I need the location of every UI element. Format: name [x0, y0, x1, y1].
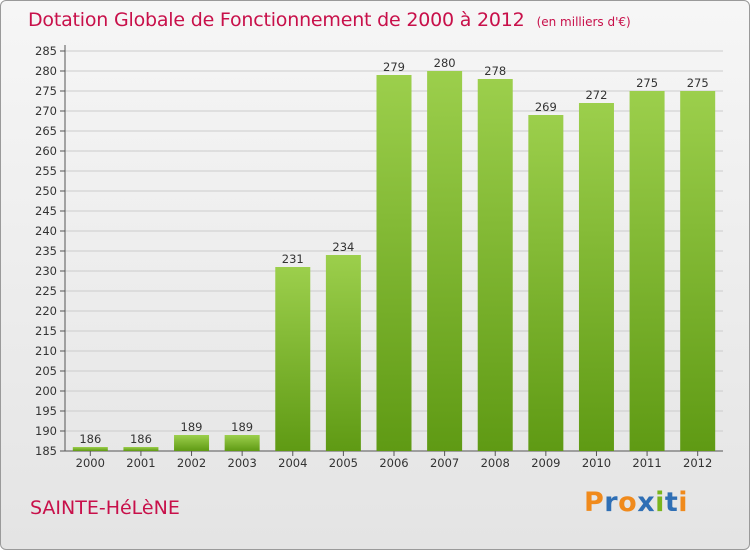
bar-2001 — [123, 447, 159, 451]
logo-letter: o — [618, 487, 638, 518]
y-tick-label: 245 — [35, 204, 57, 218]
x-tick-label: 2010 — [582, 456, 611, 470]
value-label: 272 — [585, 88, 607, 102]
bar-2010 — [578, 103, 614, 451]
bar-2005 — [325, 255, 361, 451]
y-tick-label: 190 — [35, 424, 57, 438]
y-tick-label: 235 — [35, 244, 57, 258]
y-tick-label: 205 — [35, 364, 57, 378]
value-label: 279 — [383, 60, 405, 74]
bar-2000 — [72, 447, 108, 451]
logo-letter: t — [664, 487, 679, 518]
y-tick-label: 250 — [35, 184, 57, 198]
y-tick-label: 185 — [35, 444, 57, 458]
bars — [72, 71, 716, 451]
y-tick-label: 200 — [35, 384, 57, 398]
logo-letter: r — [604, 487, 619, 518]
x-tick-label: 2008 — [481, 456, 510, 470]
y-tick-label: 285 — [35, 44, 57, 58]
value-label: 280 — [434, 56, 456, 70]
value-label: 269 — [535, 100, 557, 114]
y-tick-label: 225 — [35, 284, 57, 298]
value-label: 275 — [687, 76, 709, 90]
x-tick-label: 2004 — [278, 456, 307, 470]
bar-2002 — [174, 435, 210, 451]
x-tick-label: 2012 — [683, 456, 712, 470]
bar-2012 — [680, 91, 716, 451]
logo-letter: i — [655, 487, 665, 518]
bar-2009 — [528, 115, 564, 451]
x-tick-label: 2006 — [379, 456, 408, 470]
y-tick-label: 230 — [35, 264, 57, 278]
value-label: 186 — [130, 432, 152, 446]
y-tick-label: 240 — [35, 224, 57, 238]
value-label: 234 — [332, 240, 354, 254]
x-tick-label: 2005 — [329, 456, 358, 470]
y-tick-label: 265 — [35, 124, 57, 138]
value-label: 189 — [231, 420, 253, 434]
bar-2006 — [376, 75, 412, 451]
x-tick-label: 2009 — [531, 456, 560, 470]
chart-title: Dotation Globale de Fonctionnement de 20… — [28, 9, 525, 31]
y-tick-label: 210 — [35, 344, 57, 358]
bar-2004 — [275, 267, 311, 451]
commune-name: SAINTE-HéLèNE — [30, 497, 180, 519]
x-tick-label: 2000 — [76, 456, 105, 470]
value-label: 186 — [79, 432, 101, 446]
bar-2003 — [224, 435, 260, 451]
chart-title-row: Dotation Globale de Fonctionnement de 20… — [28, 9, 631, 31]
bar-2008 — [477, 79, 513, 451]
value-label: 189 — [181, 420, 203, 434]
axes: 185 190 195 200 205 210 215 220 225 230 235 240 245 2… — [35, 44, 723, 470]
bar-2007 — [427, 71, 463, 451]
logo-letter: P — [584, 487, 605, 518]
value-label: 275 — [636, 76, 658, 90]
y-tick-label: 270 — [35, 104, 57, 118]
y-tick-label: 195 — [35, 404, 57, 418]
x-tick-label: 2001 — [126, 456, 155, 470]
chart-subtitle: (en milliers d'€) — [536, 15, 631, 29]
logo-letter: i — [678, 487, 689, 518]
value-label: 278 — [484, 64, 506, 78]
x-tick-label: 2003 — [228, 456, 257, 470]
y-tick-label: 260 — [35, 144, 57, 158]
x-tick-label: 2002 — [177, 456, 206, 470]
y-tick-label: 220 — [35, 304, 57, 318]
y-tick-label: 280 — [35, 64, 57, 78]
bar-2011 — [629, 91, 665, 451]
x-tick-label: 2007 — [430, 456, 459, 470]
y-tick-label: 215 — [35, 324, 57, 338]
proxiti-logo: Proxiti — [584, 487, 688, 518]
x-tick-label: 2011 — [632, 456, 661, 470]
logo-letter: x — [637, 487, 656, 518]
value-label: 231 — [282, 252, 304, 266]
y-tick-label: 275 — [35, 84, 57, 98]
data-labels: 186 186 189 189 231 234 279 280 278 269 272 275 275 — [79, 56, 708, 446]
y-tick-label: 255 — [35, 164, 57, 178]
